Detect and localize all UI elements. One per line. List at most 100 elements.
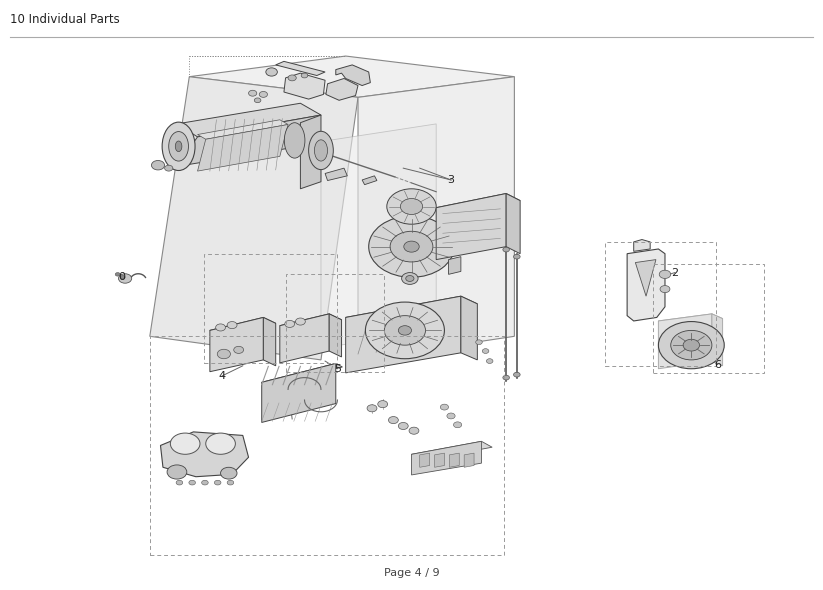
Polygon shape — [464, 453, 474, 467]
Polygon shape — [329, 314, 342, 357]
Bar — [286, 274, 384, 372]
Polygon shape — [420, 453, 430, 467]
Polygon shape — [189, 56, 514, 97]
Circle shape — [285, 320, 295, 327]
Bar — [150, 336, 504, 555]
Circle shape — [234, 346, 244, 353]
Polygon shape — [300, 115, 321, 189]
Circle shape — [404, 241, 419, 252]
Circle shape — [254, 98, 261, 103]
Polygon shape — [177, 103, 321, 137]
Circle shape — [259, 91, 267, 97]
Circle shape — [367, 405, 377, 412]
Circle shape — [167, 465, 187, 479]
Polygon shape — [262, 363, 342, 386]
Ellipse shape — [309, 132, 333, 170]
Circle shape — [406, 276, 414, 281]
Polygon shape — [449, 453, 459, 467]
Polygon shape — [150, 77, 358, 360]
Circle shape — [486, 359, 493, 363]
Polygon shape — [198, 124, 288, 171]
Polygon shape — [506, 194, 520, 254]
Polygon shape — [435, 453, 444, 467]
Polygon shape — [346, 296, 461, 373]
Polygon shape — [635, 260, 656, 296]
Circle shape — [409, 427, 419, 434]
Circle shape — [514, 372, 520, 377]
Circle shape — [188, 480, 196, 485]
Text: 2: 2 — [672, 268, 678, 277]
Polygon shape — [280, 314, 342, 332]
Circle shape — [387, 189, 436, 224]
Polygon shape — [346, 296, 477, 325]
Circle shape — [400, 198, 423, 214]
Polygon shape — [461, 296, 477, 360]
Circle shape — [447, 413, 455, 419]
Circle shape — [503, 375, 509, 380]
Circle shape — [369, 216, 454, 277]
Circle shape — [659, 270, 671, 278]
Ellipse shape — [175, 141, 182, 152]
Polygon shape — [198, 120, 288, 139]
Polygon shape — [326, 78, 358, 100]
Circle shape — [214, 480, 221, 485]
Bar — [204, 254, 337, 363]
Circle shape — [202, 480, 208, 485]
Circle shape — [216, 324, 226, 331]
Text: 4: 4 — [219, 371, 226, 381]
Polygon shape — [436, 194, 506, 260]
Circle shape — [365, 302, 444, 359]
Text: 0: 0 — [119, 273, 125, 282]
Polygon shape — [412, 441, 481, 475]
Circle shape — [671, 330, 712, 360]
Polygon shape — [276, 61, 325, 76]
Polygon shape — [436, 194, 520, 215]
Polygon shape — [321, 124, 436, 348]
Circle shape — [227, 322, 237, 329]
Ellipse shape — [162, 122, 195, 171]
Ellipse shape — [169, 132, 188, 161]
Circle shape — [249, 90, 257, 96]
Circle shape — [482, 349, 489, 353]
Polygon shape — [634, 240, 650, 251]
Text: 10 Individual Parts: 10 Individual Parts — [10, 13, 119, 26]
Circle shape — [388, 417, 398, 424]
Circle shape — [119, 274, 132, 283]
Text: 3: 3 — [448, 175, 454, 185]
Polygon shape — [449, 257, 461, 274]
Polygon shape — [362, 176, 377, 185]
Ellipse shape — [165, 125, 189, 168]
Polygon shape — [280, 314, 329, 363]
Circle shape — [295, 318, 305, 325]
Circle shape — [170, 433, 200, 454]
Polygon shape — [658, 314, 712, 369]
Text: 5: 5 — [334, 364, 341, 373]
Circle shape — [221, 467, 237, 479]
Circle shape — [453, 422, 462, 428]
Circle shape — [120, 276, 125, 279]
Circle shape — [683, 339, 700, 351]
Circle shape — [301, 73, 308, 78]
Circle shape — [476, 340, 482, 345]
Circle shape — [514, 254, 520, 259]
Circle shape — [384, 316, 425, 345]
Polygon shape — [177, 115, 321, 166]
Circle shape — [176, 480, 183, 485]
Polygon shape — [712, 314, 723, 366]
Polygon shape — [658, 314, 723, 326]
Circle shape — [660, 286, 670, 293]
Ellipse shape — [285, 123, 305, 158]
Circle shape — [390, 231, 433, 262]
Circle shape — [378, 401, 388, 408]
Circle shape — [115, 273, 120, 276]
Circle shape — [398, 422, 408, 430]
Polygon shape — [412, 441, 492, 460]
Circle shape — [503, 247, 509, 252]
Bar — [605, 242, 716, 366]
Circle shape — [398, 326, 412, 335]
Circle shape — [206, 433, 235, 454]
Polygon shape — [627, 249, 665, 321]
Polygon shape — [262, 363, 336, 422]
Circle shape — [165, 165, 173, 171]
Circle shape — [658, 322, 724, 369]
